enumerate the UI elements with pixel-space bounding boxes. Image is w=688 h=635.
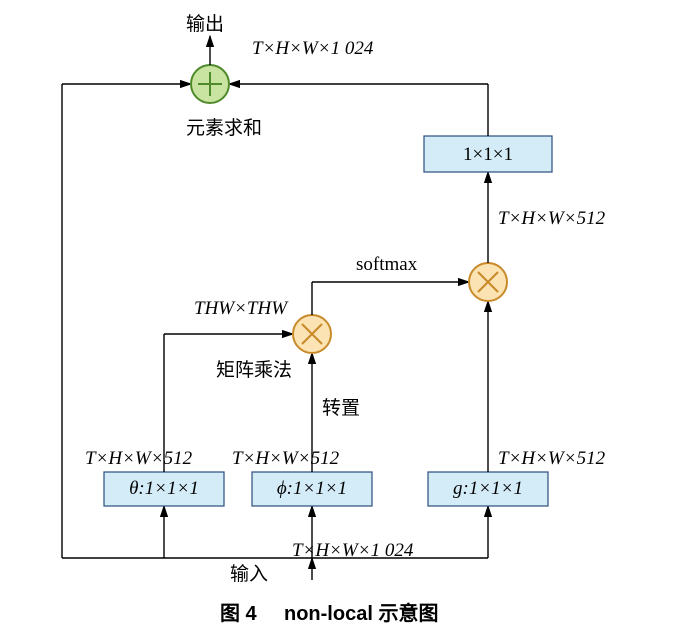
nonlocal-diagram: θ:1×1×1 ϕ:1×1×1 g:1×1×1 T×H×W×512 T×H×W×… [0, 0, 688, 635]
conv-1x1x1-label: 1×1×1 [463, 144, 513, 165]
softmax-label: softmax [356, 254, 418, 275]
figure-caption-a: 图 4 [220, 602, 258, 625]
output-dim: T×H×W×1 024 [252, 38, 374, 59]
figure-caption-b: non-local 示意图 [284, 601, 438, 625]
mul2-out-dim: T×H×W×512 [498, 208, 606, 229]
input-label: 输入 [230, 563, 268, 585]
matmul-label: 矩阵乘法 [216, 359, 292, 381]
phi-dim: T×H×W×512 [232, 448, 340, 469]
transpose-label: 转置 [322, 397, 360, 419]
theta-label: θ:1×1×1 [129, 478, 199, 499]
thw-label: THW×THW [194, 298, 289, 319]
g-dim: T×H×W×512 [498, 448, 606, 469]
phi-label: ϕ:1×1×1 [277, 478, 347, 499]
output-label: 输出 [186, 13, 224, 35]
input-dim: T×H×W×1 024 [292, 540, 414, 561]
elem-sum-label: 元素求和 [186, 117, 262, 139]
theta-dim: T×H×W×512 [85, 448, 193, 469]
g-label: g:1×1×1 [453, 478, 523, 499]
